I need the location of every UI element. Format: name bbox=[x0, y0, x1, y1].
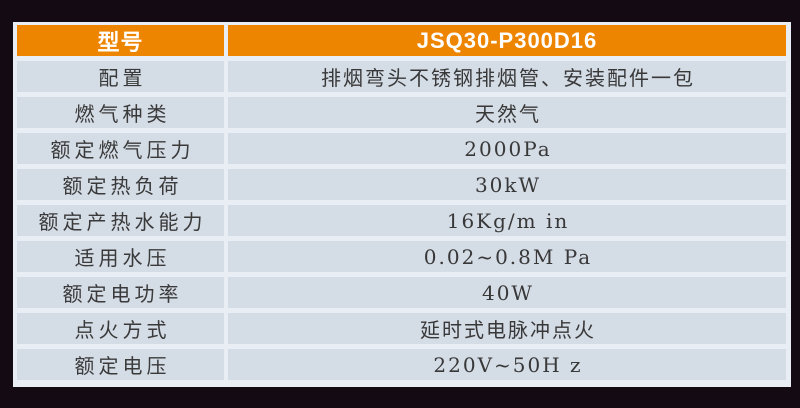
spec-row-value: 16Kg/m in bbox=[228, 205, 786, 236]
spec-row-label: 燃气种类 bbox=[17, 97, 224, 128]
spec-row-value: 0.02~0.8M Pa bbox=[228, 241, 786, 272]
spec-row-value: 40W bbox=[228, 277, 786, 308]
spec-row-label: 额定热负荷 bbox=[17, 169, 224, 200]
spec-row-value: 2000Pa bbox=[228, 133, 786, 164]
spec-row-label: 配置 bbox=[17, 61, 224, 92]
product-spec-table: 型号 JSQ30-P300D16 配置 排烟弯头不锈钢排烟管、安装配件一包 燃气… bbox=[13, 22, 791, 387]
spec-row-label: 额定电压 bbox=[17, 349, 224, 380]
header-model-label: 型号 bbox=[17, 25, 224, 56]
spec-row-value: 排烟弯头不锈钢排烟管、安装配件一包 bbox=[228, 61, 786, 92]
spec-row-value: 30kW bbox=[228, 169, 786, 200]
header-model-value: JSQ30-P300D16 bbox=[228, 25, 786, 56]
spec-row-value: 延时式电脉冲点火 bbox=[228, 313, 786, 344]
spec-row-value: 220V~50H z bbox=[228, 349, 786, 380]
spec-row-label: 适用水压 bbox=[17, 241, 224, 272]
spec-row-label: 额定电功率 bbox=[17, 277, 224, 308]
spec-row-label: 额定燃气压力 bbox=[17, 133, 224, 164]
spec-row-value: 天然气 bbox=[228, 97, 786, 128]
spec-row-label: 额定产热水能力 bbox=[17, 205, 224, 236]
spec-row-label: 点火方式 bbox=[17, 313, 224, 344]
